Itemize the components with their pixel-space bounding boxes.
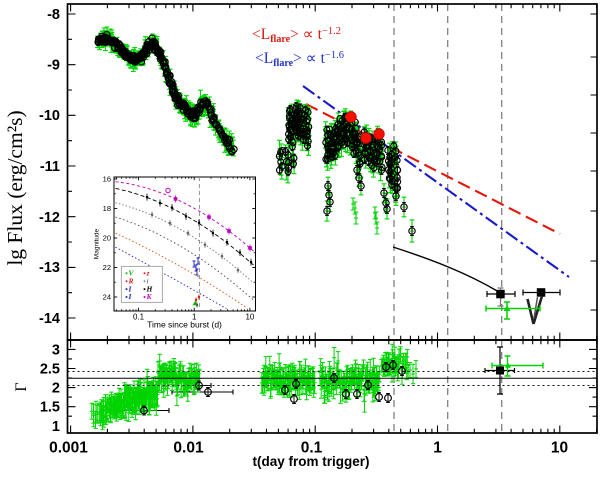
svg-text:10: 10	[551, 440, 568, 457]
svg-text:V: V	[129, 269, 135, 278]
svg-text:0.1: 0.1	[301, 440, 323, 457]
svg-text:-12: -12	[39, 210, 60, 226]
svg-text:0.1: 0.1	[133, 313, 145, 322]
svg-text:18: 18	[103, 204, 111, 213]
svg-text:Time since burst (d): Time since burst (d)	[147, 320, 222, 330]
svg-text:-10: -10	[39, 108, 60, 124]
svg-text:1: 1	[192, 313, 197, 322]
svg-text:-11: -11	[40, 159, 60, 175]
svg-text:I: I	[128, 284, 133, 293]
svg-text:I: I	[128, 292, 133, 301]
svg-text:H: H	[146, 284, 154, 293]
svg-text:<Lflare> ∝ t−1.2: <Lflare> ∝ t−1.2	[252, 26, 341, 45]
svg-text:1.5: 1.5	[40, 400, 60, 416]
svg-text:Γ: Γ	[13, 382, 30, 391]
svg-text:-9: -9	[47, 58, 60, 74]
svg-text:lg Flux (erg/cm²s): lg Flux (erg/cm²s)	[3, 110, 27, 265]
svg-text:3: 3	[52, 342, 60, 358]
svg-text:20: 20	[103, 234, 111, 243]
svg-text:z: z	[146, 269, 150, 278]
svg-text:K: K	[146, 292, 153, 301]
svg-text:1: 1	[433, 440, 442, 457]
svg-text:Magnitude: Magnitude	[94, 228, 101, 259]
svg-text:0.001: 0.001	[49, 440, 88, 457]
svg-text:-8: -8	[47, 7, 60, 23]
svg-text:-14: -14	[39, 311, 60, 327]
svg-text:<Lflare> ∝ t−1.6: <Lflare> ∝ t−1.6	[255, 50, 344, 69]
svg-text:2: 2	[52, 381, 60, 397]
svg-text:t(day from trigger): t(day from trigger)	[252, 454, 369, 469]
svg-text:0.01: 0.01	[173, 440, 204, 457]
svg-text:i: i	[147, 276, 150, 285]
svg-text:24: 24	[103, 293, 111, 302]
svg-text:16: 16	[103, 175, 111, 184]
svg-text:R: R	[128, 276, 134, 285]
svg-text:2.5: 2.5	[40, 362, 60, 378]
svg-text:10: 10	[245, 313, 254, 322]
svg-text:1: 1	[52, 419, 60, 435]
svg-text:22: 22	[103, 263, 111, 272]
svg-text:-13: -13	[39, 260, 60, 276]
